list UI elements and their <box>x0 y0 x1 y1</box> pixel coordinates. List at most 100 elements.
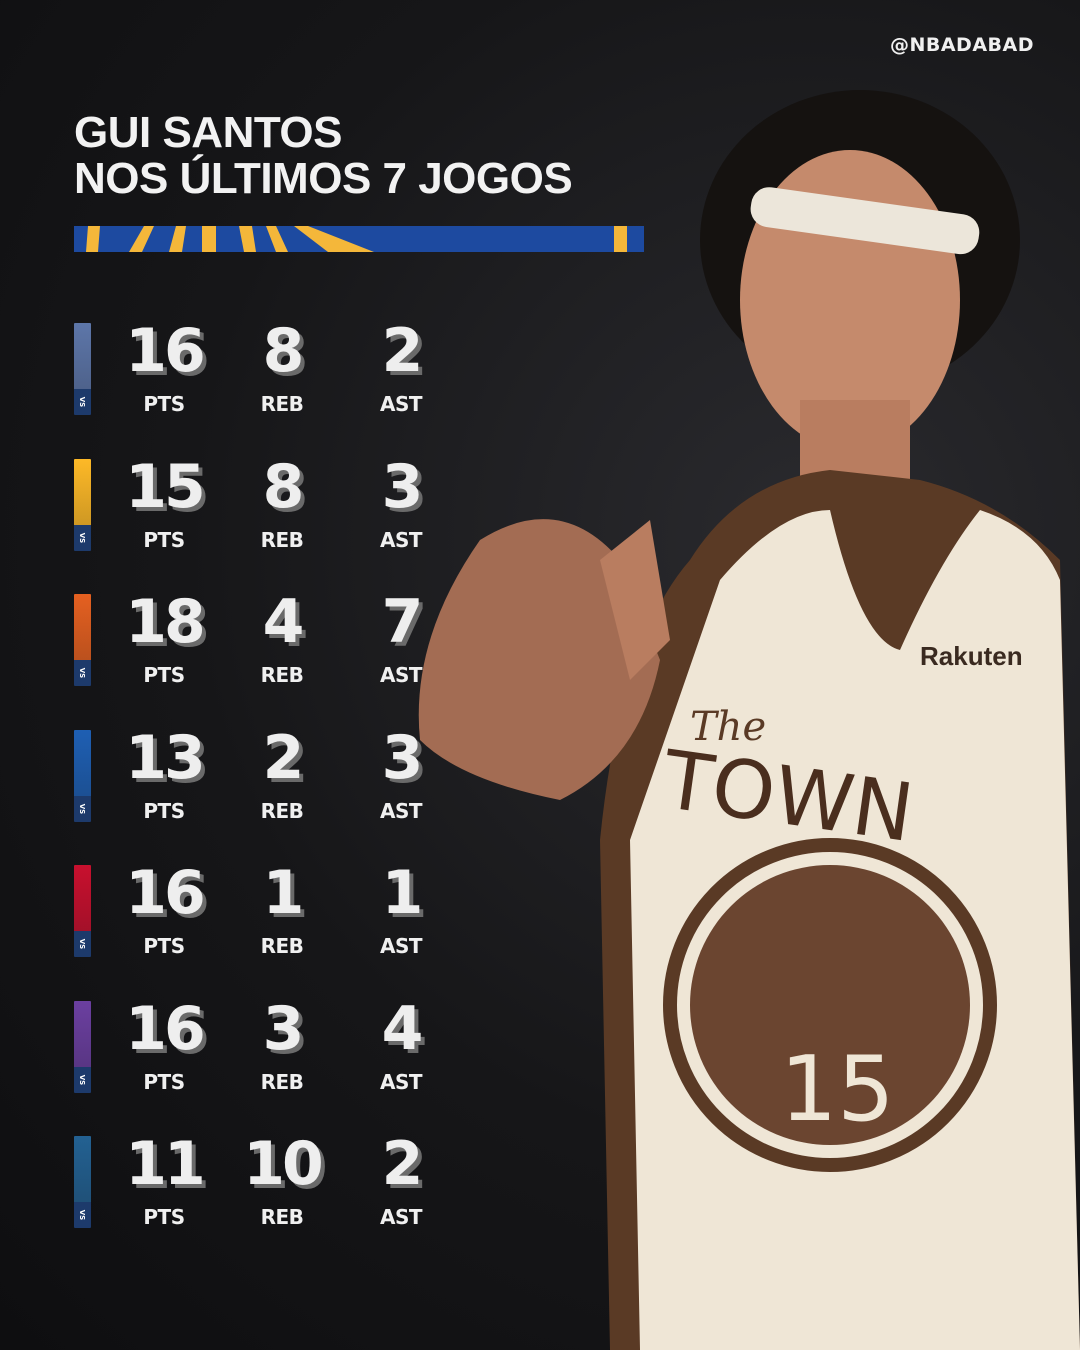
stat-label: REB <box>260 1205 304 1229</box>
stat-value: 15 <box>125 451 206 522</box>
stat-label: REB <box>260 392 304 416</box>
vs-label: VS <box>74 1202 91 1228</box>
stat-value: 16 <box>125 316 206 386</box>
stat-reb: 2 REB <box>222 727 342 823</box>
stat-label: AST <box>379 527 423 552</box>
stat-value: 2 <box>262 722 305 793</box>
stat-value: 13 <box>125 722 206 793</box>
page-title: GUI SANTOS NOS ÚLTIMOS 7 JOGOS <box>74 108 573 203</box>
stat-pts: 16 PTS <box>104 998 224 1094</box>
stat-value: 16 <box>125 993 206 1064</box>
stat-ast: 3 AST <box>341 456 461 552</box>
stat-pts: 18 PTS <box>104 591 224 687</box>
stat-reb: 1 REB <box>222 862 342 958</box>
stat-value: 11 <box>125 1129 206 1199</box>
opponent-strip: VS <box>74 729 91 822</box>
vs-label: VS <box>74 931 91 957</box>
stat-label: PTS <box>143 1069 185 1094</box>
opponent-strip: VS <box>74 458 91 551</box>
stat-pts: 13 PTS <box>104 727 224 823</box>
title-line-2: NOS ÚLTIMOS 7 JOGOS <box>74 154 573 203</box>
stat-label: PTS <box>143 527 185 552</box>
stat-pts: 15 PTS <box>104 456 224 552</box>
stat-label: AST <box>379 798 423 823</box>
stat-value: 3 <box>262 993 305 1064</box>
vs-label: VS <box>74 389 91 415</box>
lakers-logo-icon <box>74 458 91 525</box>
stat-ast: 2 AST <box>341 1133 461 1229</box>
timberwolves-logo-icon <box>74 1136 91 1202</box>
game-row: VS 16 PTS 1 REB 1 AST <box>74 862 454 958</box>
stat-pts: 16 PTS <box>104 320 224 416</box>
opponent-strip: VS <box>74 1136 91 1228</box>
stat-label: AST <box>379 1069 423 1094</box>
stat-ast: 2 AST <box>341 320 461 416</box>
jersey-number: 15 <box>780 1037 895 1142</box>
stat-value: 4 <box>262 587 305 657</box>
stat-value: 8 <box>262 316 305 386</box>
stat-pts: 16 PTS <box>104 862 224 958</box>
game-row: VS 16 PTS 3 REB 4 AST <box>74 998 454 1094</box>
jazz-logo-icon <box>74 1000 91 1067</box>
opponent-strip: VS <box>74 865 91 957</box>
stat-reb: 8 REB <box>222 320 342 416</box>
stat-label: PTS <box>143 934 185 958</box>
stat-ast: 1 AST <box>341 862 461 958</box>
player-photo: The TOWN 15 Rakuten <box>418 90 1080 1350</box>
stat-value: 8 <box>262 451 305 522</box>
jersey-sponsor: Rakuten <box>920 641 1023 671</box>
stat-value: 16 <box>125 858 206 928</box>
grizzlies-logo-icon <box>74 323 91 389</box>
stat-reb: 10 REB <box>222 1133 342 1229</box>
stat-label: PTS <box>143 798 185 823</box>
opponent-strip: VS <box>74 1000 91 1093</box>
stat-label: PTS <box>143 392 185 416</box>
stat-value: 2 <box>381 1129 424 1199</box>
jersey-wordmark-the: The <box>690 704 766 750</box>
vs-label: VS <box>74 524 91 551</box>
stat-value: 4 <box>381 993 424 1064</box>
stat-label: AST <box>379 1205 423 1229</box>
stat-value: 2 <box>381 316 424 386</box>
stat-value: 1 <box>381 858 424 928</box>
game-row: VS 11 PTS 10 REB 2 AST <box>74 1133 454 1229</box>
title-line-1: GUI SANTOS <box>74 108 343 157</box>
game-row: VS 16 PTS 8 REB 2 AST <box>74 320 454 416</box>
76ers-logo-icon <box>74 729 91 796</box>
stat-value: 1 <box>262 858 305 928</box>
game-row: VS 18 PTS 4 REB 7 AST <box>74 591 454 687</box>
suns-logo-icon <box>74 594 91 660</box>
opponent-strip: VS <box>74 594 91 686</box>
stat-ast: 4 AST <box>341 998 461 1094</box>
stat-reb: 3 REB <box>222 998 342 1094</box>
stat-value: 7 <box>381 587 424 657</box>
game-row: VS 15 PTS 8 REB 3 AST <box>74 456 454 552</box>
stat-pts: 11 PTS <box>104 1133 224 1229</box>
pistons-logo-icon <box>74 865 91 931</box>
stat-label: PTS <box>143 663 185 687</box>
stat-reb: 8 REB <box>222 456 342 552</box>
account-handle: @NBADABAD <box>889 34 1034 56</box>
vs-label: VS <box>74 660 91 686</box>
team-color-banner <box>74 226 644 252</box>
opponent-strip: VS <box>74 323 91 415</box>
stat-label: AST <box>379 663 423 687</box>
stat-reb: 4 REB <box>222 591 342 687</box>
stat-label: REB <box>260 663 304 687</box>
stat-ast: 7 AST <box>341 591 461 687</box>
stat-value: 18 <box>125 587 206 657</box>
stat-label: REB <box>260 798 304 823</box>
stat-label: REB <box>260 1069 304 1094</box>
vs-label: VS <box>74 1066 91 1093</box>
stat-value: 3 <box>381 722 424 793</box>
stat-value: 3 <box>381 451 424 522</box>
stat-label: AST <box>379 934 423 958</box>
stat-label: REB <box>260 934 304 958</box>
stat-label: REB <box>260 527 304 552</box>
game-row: VS 13 PTS 2 REB 3 AST <box>74 727 454 823</box>
stat-ast: 3 AST <box>341 727 461 823</box>
stat-value: 10 <box>243 1129 324 1199</box>
stat-label: PTS <box>143 1205 185 1229</box>
vs-label: VS <box>74 795 91 822</box>
stat-label: AST <box>379 392 423 416</box>
